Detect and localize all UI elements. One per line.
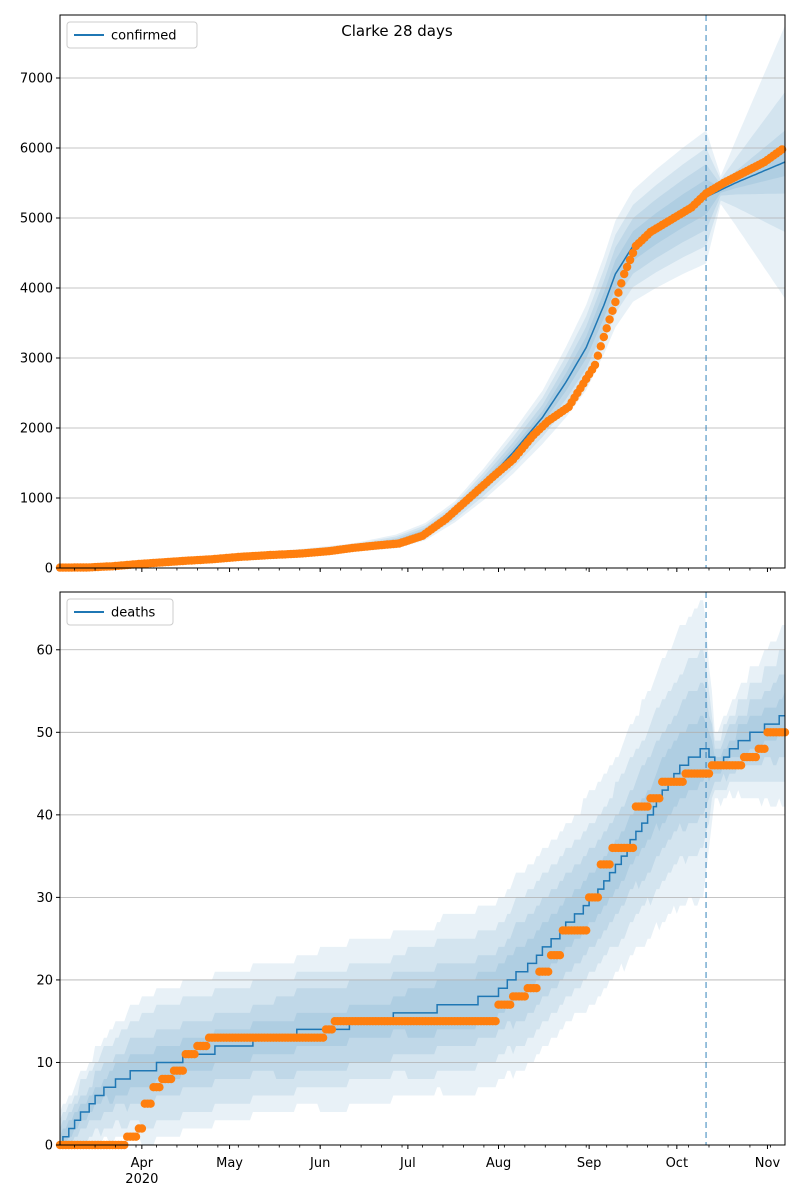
observed-point [599,332,608,342]
axes-frame [59,14,786,569]
observed-point [643,802,652,811]
observed-point [532,984,541,993]
uncertainty-band-4 [60,600,785,1145]
observed-point [678,777,687,786]
observed-point [605,860,614,869]
x-tick-label: May [216,1156,243,1171]
y-tick-label: 40 [36,808,53,823]
observed-point [704,769,714,778]
observed-point [155,1083,164,1092]
observed-point [520,992,529,1001]
x-tick-label: 2020 [125,1172,158,1187]
observed-point [131,1132,141,1141]
legend-label: confirmed [111,29,177,44]
observed-point [318,1033,328,1042]
observed-point [146,1099,155,1108]
y-tick-label: 30 [36,891,53,906]
observed-point [628,248,638,258]
observed-point [628,843,638,853]
observed-point [544,967,553,976]
uncertainty-band-1 [60,148,785,567]
observed-point [655,794,664,803]
observed-point [617,279,626,288]
observed-point [491,1017,500,1026]
observed-point [596,342,605,351]
legend-box [66,21,198,49]
x-tick-label: Apr [131,1156,154,1171]
observed-point [625,255,635,265]
uncertainty-band-3 [60,649,785,1145]
y-tick-label: 4000 [20,282,53,297]
observed-point [166,1074,176,1084]
uncertainty-band-1 [60,691,785,1145]
x-tick-label: Oct [666,1156,688,1171]
y-tick-label: 0 [45,562,53,577]
y-tick-label: 60 [36,643,53,658]
observed-point [751,752,760,762]
chart-title: Clarke 28 days [341,22,453,40]
observed-point [620,269,629,279]
legend-label: deaths [111,606,156,621]
y-tick-label: 6000 [20,142,53,157]
observed-point [590,360,600,370]
y-tick-label: 5000 [20,212,53,227]
observed-point [202,1041,211,1051]
observed-point [555,951,565,960]
y-tick-label: 50 [36,726,53,741]
observed-point [622,262,632,272]
observed-point [611,297,620,307]
observed-point [608,306,617,315]
x-tick-label: Nov [755,1156,781,1171]
observed-point [760,744,769,753]
observed-point [736,761,746,770]
observed-point [614,288,623,297]
uncertainty-band-2 [60,130,785,568]
observed-point [777,145,787,154]
x-tick-label: Sep [577,1156,602,1171]
confirmed-panel: 0 1000 2000 3000 4000 5000 6000 7000 confirmed [20,14,787,577]
observed-point [327,1025,337,1034]
observed-point [602,324,611,333]
uncertainty-band-4 [60,25,785,568]
y-tick-label: 1000 [20,492,53,507]
uncertainty-band-2 [60,674,785,1145]
observed-point [593,893,603,902]
observed-point [137,1124,147,1133]
y-tick-label: 2000 [20,422,53,437]
legend-box [66,598,174,626]
y-tick-label: 3000 [20,352,53,367]
x-tick-label: Jun [309,1156,330,1171]
observed-point [605,315,614,324]
observed-point [506,1000,515,1009]
x-tick-label: Aug [486,1156,511,1171]
observed-point [178,1066,187,1075]
y-tick-label: 7000 [20,72,53,87]
y-tick-label: 0 [45,1139,53,1154]
y-tick-label: 20 [36,973,53,988]
observed-point [593,351,603,360]
x-tick-label: Jul [399,1156,416,1171]
observed-point [190,1050,199,1059]
observed-point [582,926,591,935]
y-tick-label: 10 [36,1056,53,1071]
